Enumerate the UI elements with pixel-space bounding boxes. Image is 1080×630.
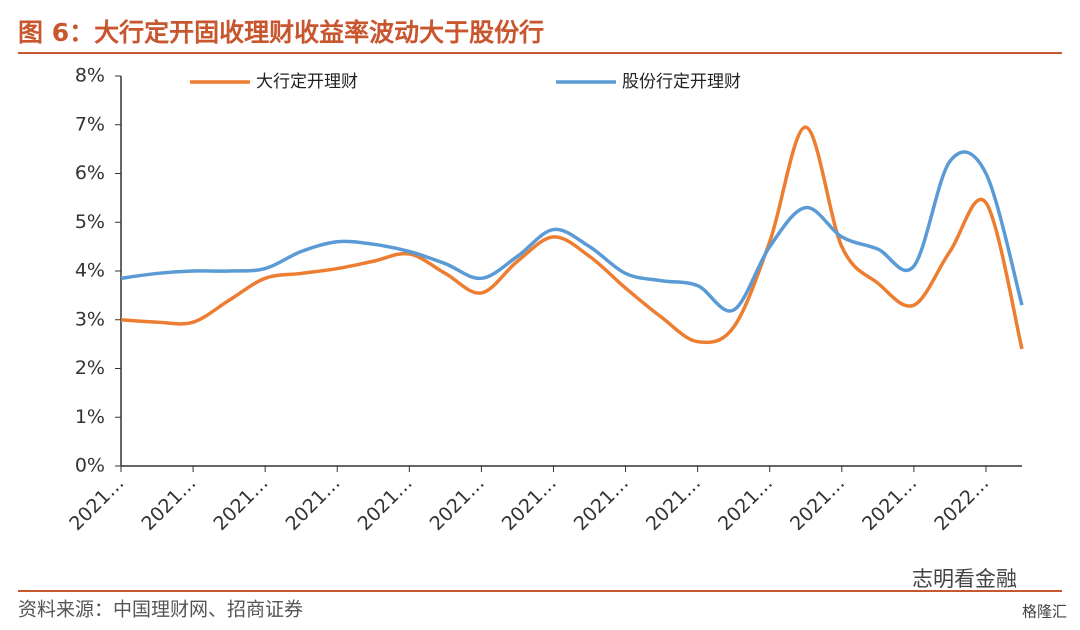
y-tick-label: 1%	[75, 406, 105, 428]
y-tick-label: 4%	[75, 260, 105, 282]
y-tick-label: 0%	[75, 455, 105, 477]
series-line	[120, 150, 1024, 313]
y-tick-label: 7%	[75, 113, 105, 135]
y-tick-label: 2%	[75, 357, 105, 379]
y-tick-label: 3%	[75, 308, 105, 330]
series-line	[120, 125, 1024, 350]
x-tick-label: 2021…	[209, 472, 272, 535]
watermark: 志明看金融	[912, 567, 1017, 591]
chart-title: 图 6：大行定开固收理财收益率波动大于股份行	[18, 18, 544, 47]
x-tick-label: 2022…	[930, 472, 993, 535]
x-tick-label: 2021…	[858, 472, 921, 535]
y-tick-label: 6%	[75, 162, 105, 184]
x-tick-label: 2021…	[137, 472, 200, 535]
watermark: 格隆汇	[1022, 603, 1067, 621]
x-tick-label: 2021…	[498, 472, 561, 535]
y-tick-label: 8%	[75, 65, 105, 87]
x-tick-label: 2021…	[281, 472, 344, 535]
x-tick-label: 2021…	[642, 472, 705, 535]
x-tick-label: 2021…	[570, 472, 633, 535]
x-tick-label: 2021…	[354, 472, 417, 535]
x-tick-label: 2021…	[786, 472, 849, 535]
x-tick-label: 2021…	[65, 472, 128, 535]
legend-label: 大行定开理财	[256, 72, 358, 92]
y-tick-label: 5%	[75, 211, 105, 233]
x-tick-label: 2021…	[426, 472, 489, 535]
x-tick-label: 2021…	[714, 472, 777, 535]
legend-label: 股份行定开理财	[622, 72, 741, 92]
source: 资料来源：中国理财网、招商证券	[18, 599, 303, 621]
